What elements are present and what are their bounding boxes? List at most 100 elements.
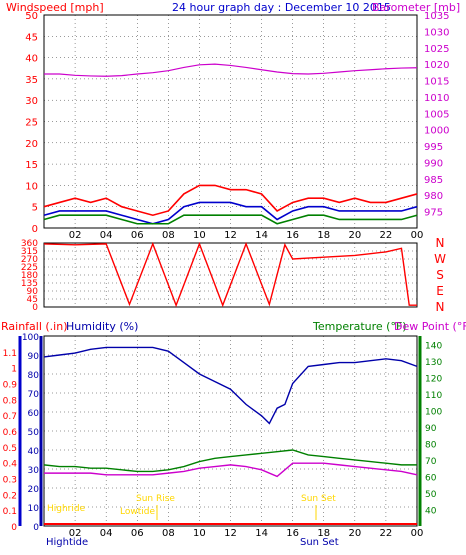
series-line [43, 184, 418, 217]
baro-tick-label: 1025 [424, 44, 449, 55]
wind-panel-series [43, 63, 418, 225]
x-tick-label: 20 [348, 230, 361, 241]
humidity-tick-label: 50 [28, 428, 40, 438]
rain-tick-label: 0 [11, 523, 17, 533]
direction-series [43, 241, 417, 308]
rain-tick-label: 0.2 [3, 491, 17, 501]
x-tick-label: 04 [100, 528, 113, 539]
temp-tick-label: 140 [425, 341, 442, 351]
series-line [43, 201, 418, 225]
rain-tick-label: 0.5 [3, 444, 17, 454]
x-tick-label: 00 [411, 230, 424, 241]
wind-tick-label: 40 [25, 54, 38, 65]
rain-tick-label: 1.1 [3, 349, 17, 359]
x-tick-label: 08 [162, 528, 175, 539]
annotation-sun-set: Sun Set [301, 494, 336, 504]
wind-tick-label: 35 [25, 75, 38, 86]
temp-tick-label: 80 [425, 440, 437, 450]
dew-axis-title: Dew Point (°F) [394, 320, 466, 333]
humidity-tick-label: 30 [28, 466, 40, 476]
rain-tick-label: 0.7 [3, 412, 17, 422]
baro-tick-label: 995 [424, 142, 443, 153]
rain-tick-label: 1 [11, 365, 17, 375]
wind-tick-label: 15 [25, 160, 38, 171]
temp-tick-label: 40 [425, 506, 437, 516]
temp-tick-label: 130 [425, 358, 442, 368]
baro-axis-title: Barometer [mb] [372, 1, 460, 14]
baro-tick-label: 1030 [424, 27, 449, 38]
temp-tick-label: 120 [425, 374, 442, 384]
baro-tick-label: 1010 [424, 93, 449, 104]
chart-title: 24 hour graph day : December 10 2015 [172, 1, 391, 14]
annotation-highride: Highride [47, 504, 86, 514]
humidity-tick-label: 0 [33, 523, 39, 533]
humidity-tick-label: 80 [28, 371, 40, 381]
direction-tick-label: 360 [21, 239, 38, 249]
series-line [44, 462, 418, 478]
x-tick-label: 04 [100, 230, 113, 241]
temp-tick-label: 60 [425, 473, 437, 483]
temp-tick-label: 110 [425, 391, 442, 401]
x-tick-label: 10 [193, 528, 206, 539]
x-tick-label: 14 [255, 230, 268, 241]
rain-tick-label: 0.6 [3, 428, 18, 438]
direction-tick-label: 225 [21, 263, 38, 273]
series-line [43, 449, 417, 473]
baro-tick-label: 985 [424, 175, 443, 186]
temp-tick-label: 90 [425, 424, 437, 434]
compass-label: E [436, 284, 444, 298]
humidity-tick-label: 10 [28, 504, 40, 514]
baro-tick-label: 1015 [424, 77, 449, 88]
rain-tick-label: 0.9 [3, 381, 18, 391]
direction-tick-label: 135 [21, 279, 38, 289]
wind-tick-label: 30 [25, 96, 38, 107]
x-tick-label: 16 [286, 528, 299, 539]
x-tick-label: 22 [380, 230, 393, 241]
temp-tick-label: 100 [425, 407, 442, 417]
x-tick-label: 20 [348, 528, 361, 539]
direction-tick-label: 45 [27, 295, 38, 305]
direction-line [43, 241, 417, 308]
x-tick-label: 02 [69, 528, 82, 539]
rain-tick-label: 0.4 [3, 460, 18, 470]
rain-tick-label: 0.1 [3, 507, 17, 517]
x-tick-label: 00 [411, 528, 424, 539]
annotation-lowtide: Lowtide [120, 507, 155, 517]
baro-tick-label: 1035 [424, 11, 449, 22]
rain-tick-label: 0.8 [3, 396, 18, 406]
annotation-sun-rise: Sun Rise [136, 494, 175, 504]
baro-tick-label: 990 [424, 158, 443, 169]
humidity-tick-label: 40 [28, 447, 40, 457]
humidity-axis-ticks: 0 10 20 30 40 50 60 70 80 90 100 [22, 333, 39, 533]
humidity-tick-label: 60 [28, 409, 40, 419]
series-line [43, 346, 418, 425]
series-line [44, 63, 418, 77]
x-tick-label: 12 [224, 528, 237, 539]
x-tick-label: 06 [131, 230, 144, 241]
wind-tick-label: 25 [25, 118, 38, 129]
direction-tick-label: 90 [27, 287, 39, 297]
humidity-tick-label: 70 [28, 390, 40, 400]
direction-panel-grid [43, 242, 418, 308]
bottom-label-sun-set: Sun Set [300, 537, 339, 548]
x-tick-label: 22 [380, 528, 393, 539]
baro-tick-label: 980 [424, 191, 443, 202]
rain-axis-ticks: 0 0.1 0.2 0.3 0.4 0.5 0.6 0.7 0.8 0.9 1 1.1 [3, 349, 18, 533]
bottom-label-hightide: Hightide [46, 537, 88, 548]
baro-axis-ticks: 975 980 985 990 995 1000 1005 1010 1015 1020 1025 1… [424, 11, 449, 219]
temp-tick-label: 50 [425, 490, 437, 500]
baro-tick-label: 1005 [424, 109, 449, 120]
wind-tick-label: 10 [25, 181, 38, 192]
direction-tick-label: 180 [21, 271, 38, 281]
x-tick-label: 12 [224, 230, 237, 241]
compass-label: S [436, 268, 444, 282]
rain-axis-title: Rainfall (.in) [1, 320, 68, 333]
direction-tick-label: 315 [21, 247, 38, 257]
direction-tick-label: 270 [21, 255, 38, 265]
baro-tick-label: 1020 [424, 60, 449, 71]
wind-tick-label: 50 [25, 11, 38, 22]
compass-label: W [434, 252, 446, 266]
wind-tick-label: 20 [25, 139, 38, 150]
